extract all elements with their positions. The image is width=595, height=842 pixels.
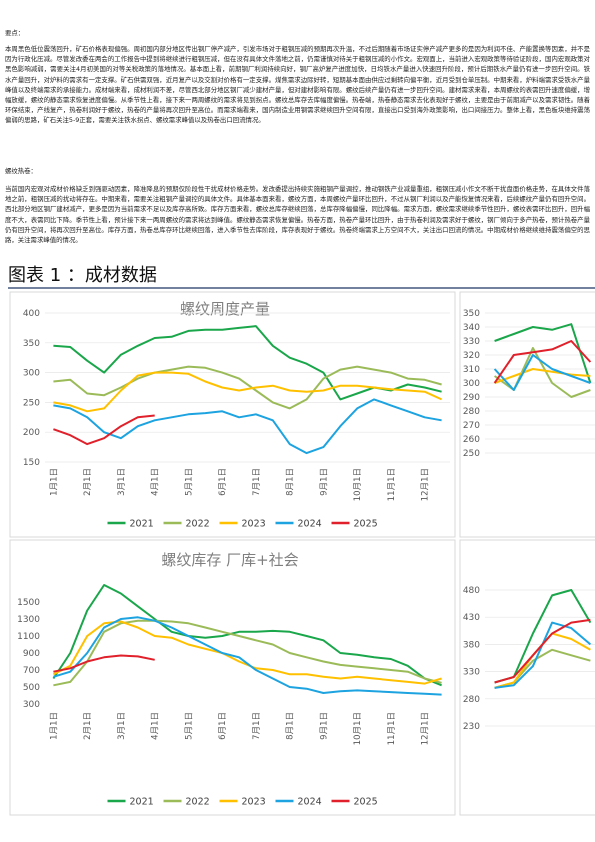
x-tick-label: 3月1日	[117, 712, 127, 740]
x-tick-label: 11月1日	[387, 468, 397, 501]
y-tick-label: 340	[463, 323, 480, 333]
x-tick-label: 1月1日	[49, 712, 59, 740]
y-tick-label: 330	[463, 337, 480, 347]
legend-label: 2023	[242, 797, 266, 808]
y-tick-label: 400	[23, 309, 40, 319]
header-label: 要点：	[5, 29, 25, 37]
x-tick-label: 4月1日	[151, 712, 161, 740]
legend-label: 2025	[354, 797, 378, 808]
series-line	[494, 632, 591, 689]
y-tick-label: 900	[23, 649, 40, 659]
chart-frame	[459, 291, 595, 538]
series-line	[494, 618, 591, 684]
legend-label: 2024	[298, 519, 322, 530]
y-tick-label: 430	[463, 613, 480, 623]
chart-title: 螺纹周度产量	[180, 300, 270, 318]
y-tick-label: 300	[23, 369, 40, 379]
x-tick-label: 5月1日	[184, 468, 194, 496]
series-line	[53, 414, 155, 446]
x-tick-label: 1月1日	[49, 468, 59, 496]
x-tick-label: 2月1日	[83, 468, 93, 496]
y-tick-label: 350	[463, 309, 480, 319]
x-tick-label: 10月1日	[353, 712, 363, 745]
series-line	[53, 365, 442, 410]
x-tick-label: 6月1日	[218, 712, 228, 740]
x-tick-label: 7月1日	[252, 712, 262, 740]
y-tick-label: 270	[463, 421, 480, 431]
y-tick-label: 260	[463, 435, 480, 445]
y-tick-label: 300	[463, 379, 480, 389]
series-line	[493, 340, 592, 384]
y-tick-label: 250	[463, 449, 480, 459]
y-tick-label: 250	[23, 398, 40, 408]
series-line	[53, 619, 442, 687]
series-line	[494, 648, 591, 689]
y-tick-label: 1100	[17, 632, 40, 642]
x-tick-label: 12月1日	[421, 712, 431, 745]
x-tick-label: 11月1日	[387, 712, 397, 745]
x-tick-label: 4月1日	[151, 468, 161, 496]
y-tick-label: 310	[463, 365, 480, 375]
y-tick-label: 380	[463, 640, 480, 650]
x-tick-label: 6月1日	[218, 468, 228, 496]
legend-label: 2021	[130, 797, 154, 808]
x-tick-label: 9月1日	[319, 712, 329, 740]
chart-frame	[9, 539, 456, 816]
x-tick-label: 9月1日	[319, 468, 329, 496]
series-line	[494, 368, 591, 384]
y-tick-label: 700	[23, 666, 40, 676]
legend-label: 2022	[186, 519, 210, 530]
chart-title: 螺纹库存 厂库+社会	[161, 551, 298, 569]
series-line	[494, 323, 592, 384]
y-tick-label: 230	[463, 722, 480, 732]
series-line	[52, 584, 442, 687]
y-tick-label: 500	[23, 683, 40, 693]
y-tick-label: 480	[463, 586, 480, 596]
paragraph: 当前国内宏观对成材价格缺乏到强驱动因素，降准降息的预期仅阶段性干扰成材价格走势。…	[5, 185, 590, 245]
series-line	[53, 616, 442, 696]
series-line	[53, 371, 443, 413]
x-tick-label: 5月1日	[184, 712, 194, 740]
legend-label: 2021	[130, 519, 154, 530]
y-tick-label: 200	[23, 428, 40, 438]
chart-frame	[9, 291, 456, 538]
series-line	[494, 589, 592, 684]
series-line	[53, 654, 155, 673]
series-line	[53, 398, 442, 455]
series-line	[493, 354, 591, 391]
legend-label: 2025	[354, 519, 378, 530]
y-tick-label: 280	[463, 407, 480, 417]
y-tick-label: 300	[23, 700, 40, 710]
legend-label: 2024	[298, 797, 322, 808]
y-tick-label: 320	[463, 351, 480, 361]
y-tick-label: 150	[23, 458, 40, 468]
legend-label: 2022	[186, 797, 210, 808]
legend-label: 2023	[242, 519, 266, 530]
paragraph: 本周黑色低位震荡回升，矿石价格表现偏强。周初国内部分地区传出钢厂停产减产，引发市…	[5, 45, 590, 125]
x-tick-label: 2月1日	[83, 712, 93, 740]
y-tick-label: 280	[463, 695, 480, 705]
x-tick-label: 8月1日	[286, 468, 296, 496]
x-tick-label: 7月1日	[252, 468, 262, 496]
figure-title: 图表 1 ：成材数据	[8, 265, 157, 286]
y-tick-label: 1500	[17, 598, 40, 608]
y-tick-label: 350	[23, 339, 40, 349]
x-tick-label: 10月1日	[353, 468, 363, 501]
section-label: 螺纹热卷：	[5, 167, 37, 175]
chart-frame	[459, 539, 595, 816]
y-tick-label: 330	[463, 668, 480, 678]
x-tick-label: 12月1日	[421, 468, 431, 501]
y-tick-label: 290	[463, 393, 480, 403]
x-tick-label: 8月1日	[286, 712, 296, 740]
x-tick-label: 3月1日	[117, 468, 127, 496]
y-tick-label: 1300	[17, 615, 40, 625]
